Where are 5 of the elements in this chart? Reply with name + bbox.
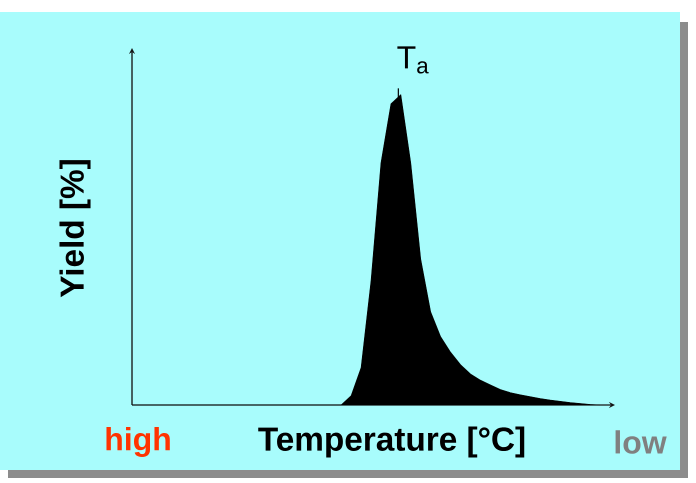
- x-axis-title: Temperature [°C]: [258, 426, 524, 458]
- text: T$_{a}$: [397, 46, 429, 74]
- text: high: [106, 427, 170, 457]
- text: low: [616, 430, 667, 454]
- y-axis-title: Yield [%]: [59, 160, 91, 298]
